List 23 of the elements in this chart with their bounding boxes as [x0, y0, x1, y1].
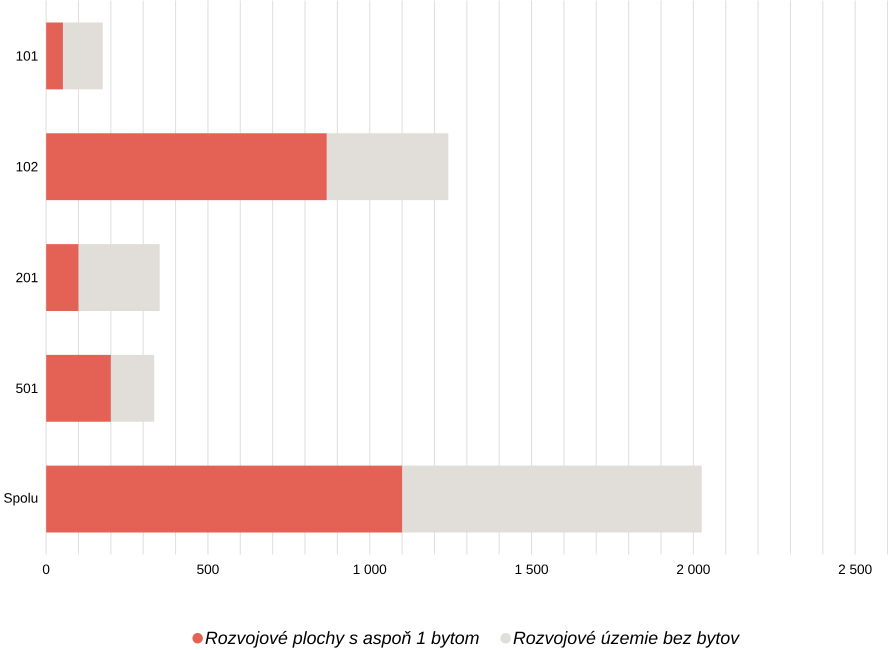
bar: [110, 354, 154, 422]
y-tick-label: 501: [16, 384, 38, 394]
bar: [46, 133, 327, 200]
y-tick-label: 102: [16, 162, 38, 172]
bar: [46, 466, 402, 533]
legend-label: Rozvojové územie bez bytov: [514, 631, 740, 648]
x-tick-label: 500: [197, 564, 219, 574]
x-tick-label: 2 000: [677, 564, 710, 574]
bar: [78, 244, 160, 312]
y-tick-label: Spolu: [4, 492, 38, 506]
bar: [46, 354, 111, 422]
bar: [46, 244, 78, 312]
bar: [46, 22, 63, 90]
x-tick-label: 0: [42, 564, 50, 574]
bar: [326, 133, 448, 200]
y-tick-label: 201: [16, 272, 38, 282]
bar: [402, 466, 702, 533]
legend-label: Rozvojové plochy s aspoň 1 bytom: [205, 631, 479, 648]
bar: [62, 22, 103, 90]
y-tick-label: 101: [16, 51, 38, 61]
x-tick-label: 2 500: [838, 564, 872, 574]
x-tick-label: 1 500: [516, 564, 548, 574]
x-tick-label: 1 000: [354, 564, 386, 574]
